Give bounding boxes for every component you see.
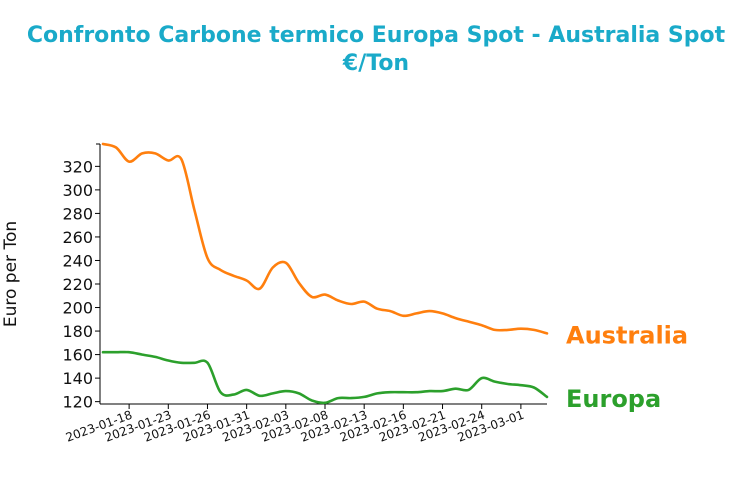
y-tick-label: 220 xyxy=(62,275,93,294)
chart-subtitle-text: €/Ton xyxy=(342,51,410,76)
series-labels: Australia Europa xyxy=(566,321,688,413)
series-layer xyxy=(101,142,549,405)
chart-title: Confronto Carbone termico Europa Spot - … xyxy=(0,22,752,78)
series-line-australia xyxy=(101,142,549,335)
series-label-australia: Australia xyxy=(566,321,688,349)
y-tick-label: 300 xyxy=(62,181,93,200)
y-tick-label: 320 xyxy=(62,157,93,176)
chart-axes: 1201401601802002202402602803003202023-01… xyxy=(1,143,547,445)
y-tick-label: 280 xyxy=(62,204,93,223)
y-tick-label: 160 xyxy=(62,346,93,365)
chart-title-text: Confronto Carbone termico Europa Spot - … xyxy=(26,23,726,48)
y-tick-label: 180 xyxy=(62,322,93,341)
y-tick-label: 140 xyxy=(62,369,93,388)
y-tick-label: 120 xyxy=(62,393,93,412)
series-line-europa xyxy=(101,350,549,405)
y-axis-title: Euro per Ton xyxy=(1,221,21,327)
series-label-europa: Europa xyxy=(566,385,661,413)
y-tick-label: 260 xyxy=(62,228,93,247)
y-tick-label: 200 xyxy=(62,299,93,318)
y-tick-label: 240 xyxy=(62,251,93,270)
